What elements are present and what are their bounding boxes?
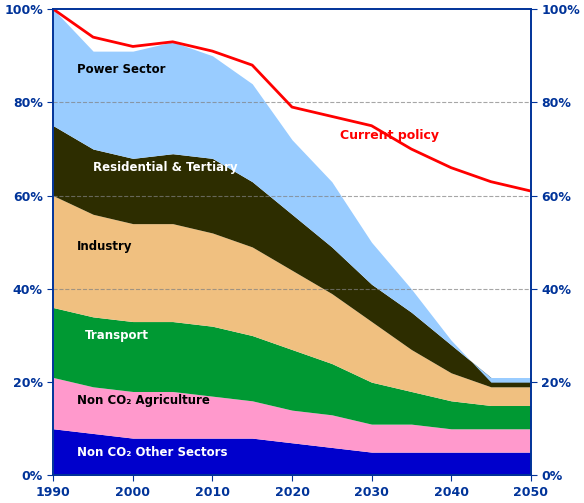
- Text: Transport: Transport: [85, 329, 149, 342]
- Text: Non CO₂ Other Sectors: Non CO₂ Other Sectors: [77, 446, 228, 459]
- Text: Residential & Tertiary: Residential & Tertiary: [93, 161, 238, 174]
- Text: Power Sector: Power Sector: [77, 63, 166, 76]
- Text: Industry: Industry: [77, 240, 133, 254]
- Text: Non CO₂ Agriculture: Non CO₂ Agriculture: [77, 394, 210, 407]
- Text: Current policy: Current policy: [340, 129, 439, 141]
